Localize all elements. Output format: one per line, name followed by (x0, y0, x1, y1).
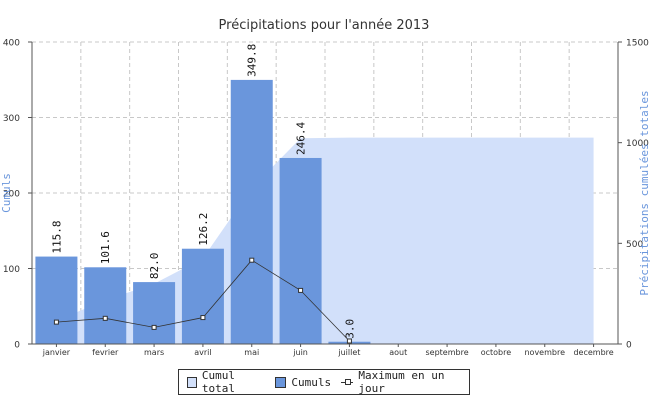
y-tick-label: 400 (3, 39, 20, 49)
legend-label-cumuls: Cumuls (291, 375, 332, 389)
bar-value-label: 3.0 (343, 319, 356, 339)
legend-label-maximum: Maximum en un jour (358, 369, 445, 395)
x-tick-label: novembre (524, 348, 565, 357)
legend-item-cumuls: Cumuls (275, 376, 331, 389)
axes-layer: 0 100 200 300 400 0 500 1000 1500 janvier fevrier m… (3, 39, 649, 358)
max-line-layer (53, 257, 352, 344)
legend-swatch-maximum (341, 377, 354, 388)
chart-title: Précipitations pour l'année 2013 (219, 18, 430, 33)
line-point-maximum (346, 338, 352, 344)
bar-juin (279, 157, 322, 344)
x-tick-label: fevrier (92, 348, 119, 357)
x-tick-label: juillet (337, 348, 360, 357)
line-point-maximum (200, 315, 206, 321)
bar-avril (181, 248, 224, 344)
y-tick-label: 100 (3, 265, 20, 275)
legend-swatch-cumuls (275, 376, 287, 388)
line-point-maximum (249, 257, 255, 263)
y2-axis-label: Précipitations cumulées totales (638, 90, 650, 295)
bar-janvier (35, 256, 78, 344)
bar-value-label: 101.6 (99, 231, 112, 264)
x-tick-label: janvier (42, 348, 71, 357)
y-tick-label: 200 (3, 190, 20, 200)
x-tick-label: mars (144, 348, 164, 357)
bar-value-label: 82.0 (148, 253, 161, 280)
x-tick-label: aout (389, 348, 407, 357)
x-tick-label: avril (194, 348, 211, 357)
bar-fevrier (84, 267, 127, 344)
y2-tick-label: 0 (626, 341, 632, 351)
legend-label-cumul-total: Cumul total (201, 369, 235, 395)
line-point-maximum (151, 324, 157, 330)
y2-tick-label: 1500 (626, 39, 649, 49)
bars-layer (35, 79, 371, 344)
y2-tick-label: 1000 (626, 139, 649, 149)
y-axis-label: Cumuls (0, 173, 13, 213)
x-tick-label: decembre (573, 348, 613, 357)
y2-tick-label: 500 (626, 240, 643, 250)
bar-value-label: 126.2 (197, 213, 210, 246)
bar-value-label: 349.8 (246, 44, 259, 77)
x-tick-label: mai (244, 348, 259, 357)
bar-mai (230, 79, 273, 344)
y-tick-label: 300 (3, 114, 20, 124)
legend-item-cumul-total: Cumul total (187, 369, 265, 395)
x-tick-label: septembre (426, 348, 469, 357)
bar-value-label: 115.8 (50, 220, 63, 253)
legend-item-maximum: Maximum en un jour (341, 369, 463, 395)
line-point-maximum (102, 315, 108, 321)
chart-legend: Cumul total Cumuls Maximum en un jour (178, 369, 470, 395)
bar-mars (133, 282, 176, 344)
y-tick-label: 0 (14, 341, 20, 351)
line-point-maximum (298, 287, 304, 293)
line-point-maximum (53, 319, 59, 325)
legend-swatch-cumul-total (187, 376, 197, 388)
x-tick-label: octobre (481, 348, 512, 357)
x-tick-label: juin (292, 348, 308, 357)
bar-labels-layer: 115.8 101.6 82.0 126.2 349.8 246.4 3.0 (50, 44, 356, 339)
bar-value-label: 246.4 (295, 121, 308, 154)
